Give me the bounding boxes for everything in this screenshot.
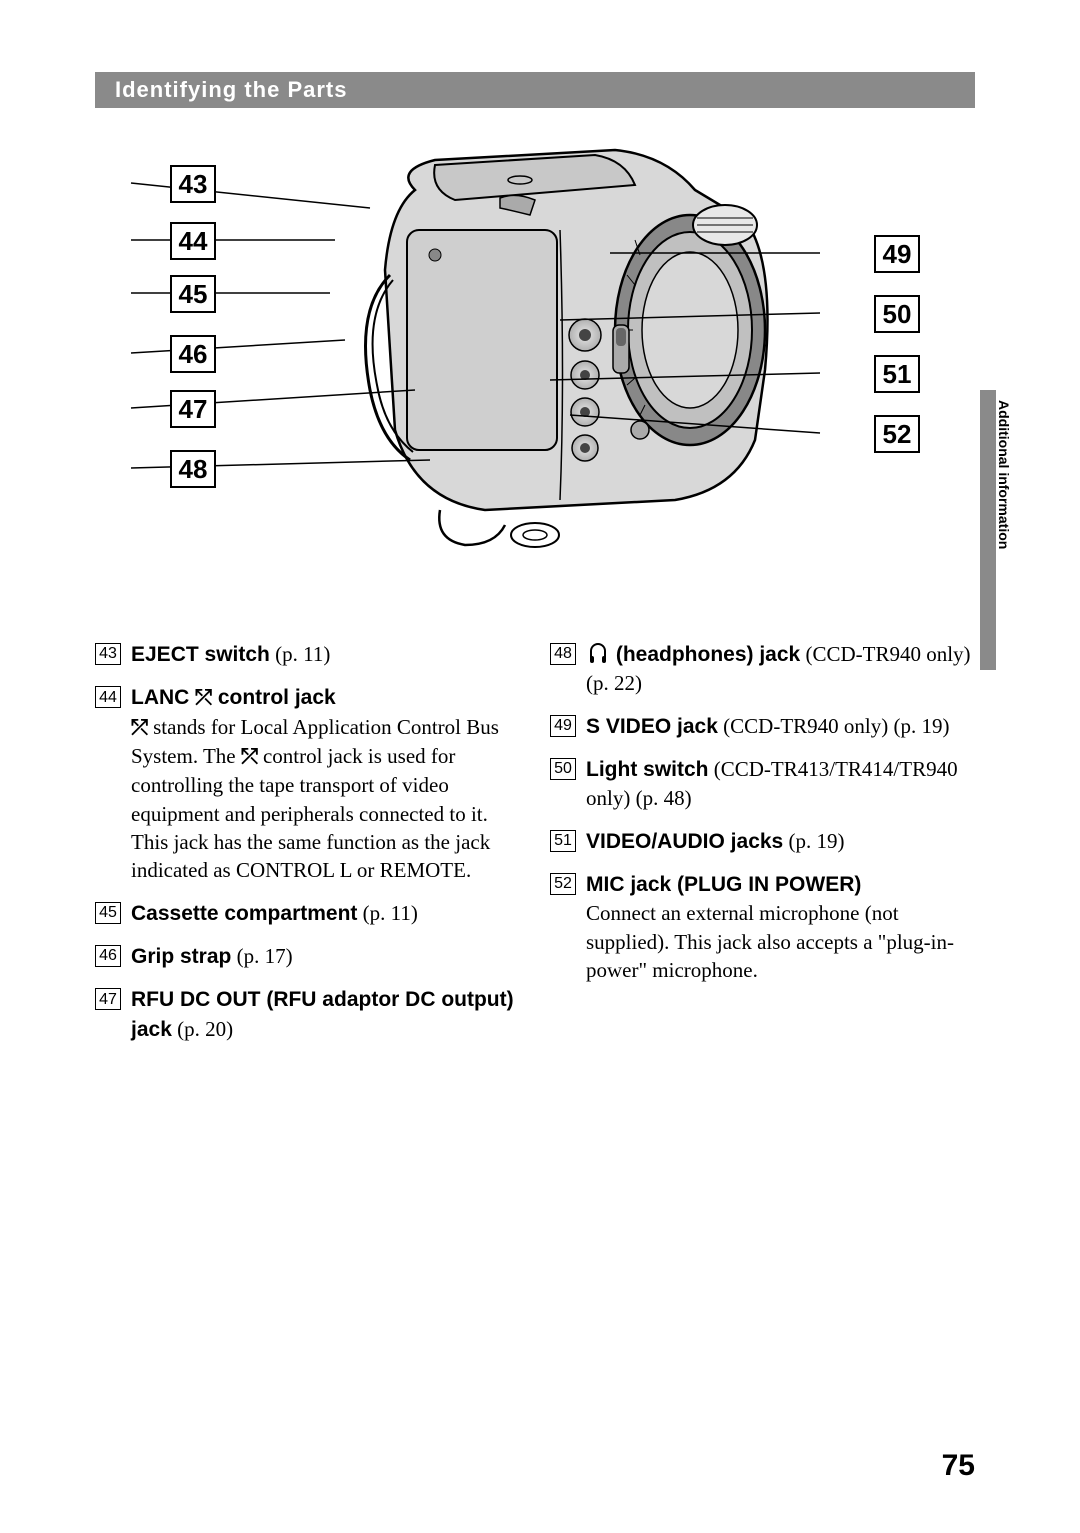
parts-column-left: 43 EJECT switch (p. 11) 44 LANC ⤲ control j…: [95, 640, 520, 1058]
parts-list: 43 EJECT switch (p. 11) 44 LANC ⤲ control j…: [95, 640, 975, 1058]
part-body: Light switch (CCD-TR413/TR414/TR940 only…: [586, 755, 975, 813]
part-number: 43: [95, 643, 121, 665]
part-number: 48: [550, 643, 576, 665]
part-item-46: 46 Grip strap (p. 17): [95, 942, 520, 971]
side-tab: [980, 390, 996, 670]
part-number: 50: [550, 758, 576, 780]
part-number: 51: [550, 830, 576, 852]
part-item-51: 51 VIDEO/AUDIO jacks (p. 19): [550, 827, 975, 856]
callout-48: 48: [170, 450, 216, 488]
parts-diagram: 43 44 45 46 47 48 49 50 51 52: [85, 120, 985, 620]
lanc-icon: ⤲: [195, 684, 212, 712]
part-number: 44: [95, 686, 121, 708]
callout-50: 50: [874, 295, 920, 333]
part-item-48: 48 (headphones) jack (CCD-TR940 only) (p…: [550, 640, 975, 698]
part-body: Cassette compartment (p. 11): [131, 899, 520, 928]
callout-49: 49: [874, 235, 920, 273]
part-number: 45: [95, 902, 121, 924]
lanc-icon: ⤲: [241, 743, 258, 771]
part-body: S VIDEO jack (CCD-TR940 only) (p. 19): [586, 712, 975, 741]
part-body: (headphones) jack (CCD-TR940 only) (p. 2…: [586, 640, 975, 698]
part-number: 52: [550, 873, 576, 895]
callout-44: 44: [170, 222, 216, 260]
part-body: RFU DC OUT (RFU adaptor DC output) jack …: [131, 985, 520, 1044]
part-body: EJECT switch (p. 11): [131, 640, 520, 669]
part-number: 49: [550, 715, 576, 737]
part-number: 47: [95, 988, 121, 1010]
side-label: Additional information: [996, 400, 1012, 549]
callout-46: 46: [170, 335, 216, 373]
parts-column-right: 48 (headphones) jack (CCD-TR940 only) (p…: [550, 640, 975, 1058]
part-item-47: 47 RFU DC OUT (RFU adaptor DC output) jac…: [95, 985, 520, 1044]
part-body: VIDEO/AUDIO jacks (p. 19): [586, 827, 975, 856]
part-item-44: 44 LANC ⤲ control jack⤲ stands for Local …: [95, 683, 520, 884]
page-number: 75: [942, 1449, 975, 1483]
part-body: LANC ⤲ control jack⤲ stands for Local Ap…: [131, 683, 520, 884]
section-title: Identifying the Parts: [115, 77, 347, 103]
section-header: Identifying the Parts: [95, 72, 975, 108]
part-body: MIC jack (PLUG IN POWER)Connect an exter…: [586, 870, 975, 984]
lanc-icon: ⤲: [131, 714, 148, 742]
part-item-50: 50 Light switch (CCD-TR413/TR414/TR940 on…: [550, 755, 975, 813]
headphone-icon: [590, 643, 606, 659]
callout-47: 47: [170, 390, 216, 428]
callout-51: 51: [874, 355, 920, 393]
callout-52: 52: [874, 415, 920, 453]
part-item-49: 49 S VIDEO jack (CCD-TR940 only) (p. 19): [550, 712, 975, 741]
part-item-43: 43 EJECT switch (p. 11): [95, 640, 520, 669]
camera-illustration: [335, 130, 795, 560]
part-item-52: 52 MIC jack (PLUG IN POWER)Connect an ext…: [550, 870, 975, 984]
callout-43: 43: [170, 165, 216, 203]
part-body: Grip strap (p. 17): [131, 942, 520, 971]
part-number: 46: [95, 945, 121, 967]
callout-45: 45: [170, 275, 216, 313]
part-item-45: 45 Cassette compartment (p. 11): [95, 899, 520, 928]
